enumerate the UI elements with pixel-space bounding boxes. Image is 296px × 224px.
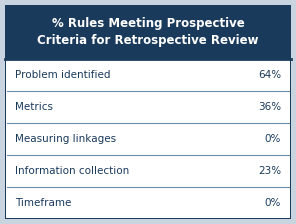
Text: Timeframe: Timeframe: [15, 198, 71, 208]
Text: 23%: 23%: [258, 166, 281, 176]
Text: Problem identified: Problem identified: [15, 70, 110, 80]
Text: 64%: 64%: [258, 70, 281, 80]
Bar: [5, 5, 291, 59]
Text: Information collection: Information collection: [15, 166, 129, 176]
Text: Metrics: Metrics: [15, 102, 53, 112]
Text: 36%: 36%: [258, 102, 281, 112]
Bar: [6, 59, 290, 218]
Text: 0%: 0%: [265, 134, 281, 144]
Text: % Rules Meeting Prospective
Criteria for Retrospective Review: % Rules Meeting Prospective Criteria for…: [37, 17, 259, 47]
Text: 0%: 0%: [265, 198, 281, 208]
Text: Measuring linkages: Measuring linkages: [15, 134, 116, 144]
